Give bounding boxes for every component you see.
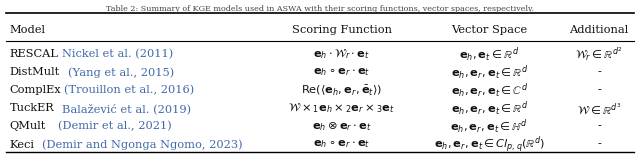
Text: $\mathbf{e}_h, \mathbf{e}_r, \mathbf{e}_t \in Cl_{p,q}(\mathbb{R}^d)$: $\mathbf{e}_h, \mathbf{e}_r, \mathbf{e}_… bbox=[434, 134, 545, 155]
Text: $\mathbf{e}_h, \mathbf{e}_r, \mathbf{e}_t \in \mathbb{R}^d$: $\mathbf{e}_h, \mathbf{e}_r, \mathbf{e}_… bbox=[451, 99, 528, 118]
Text: Nickel et al. (2011): Nickel et al. (2011) bbox=[61, 49, 173, 59]
Text: (Trouillon et al., 2016): (Trouillon et al., 2016) bbox=[64, 85, 195, 96]
Text: Balažević et al. (2019): Balažević et al. (2019) bbox=[61, 103, 191, 114]
Text: $\mathcal{W} \in \mathbb{R}^{d^3}$: $\mathcal{W} \in \mathbb{R}^{d^3}$ bbox=[577, 101, 621, 116]
Text: (Yang et al., 2015): (Yang et al., 2015) bbox=[68, 67, 174, 78]
Text: $\mathcal{W}_r \in \mathbb{R}^{d^2}$: $\mathcal{W}_r \in \mathbb{R}^{d^2}$ bbox=[575, 46, 623, 63]
Text: $\mathbf{e}_h \otimes \mathbf{e}_r \cdot \mathbf{e}_t$: $\mathbf{e}_h \otimes \mathbf{e}_r \cdot… bbox=[312, 120, 372, 133]
Text: Keci: Keci bbox=[10, 139, 35, 149]
Text: (Demir and Ngonga Ngomo, 2023): (Demir and Ngonga Ngomo, 2023) bbox=[42, 139, 243, 150]
Text: -: - bbox=[597, 139, 601, 149]
Text: TuckER: TuckER bbox=[10, 103, 54, 113]
Text: $\mathbf{e}_h \cdot \mathcal{W}_r \cdot \mathbf{e}_t$: $\mathbf{e}_h \cdot \mathcal{W}_r \cdot … bbox=[314, 47, 371, 61]
Text: DistMult: DistMult bbox=[10, 67, 60, 77]
Text: ComplEx: ComplEx bbox=[10, 85, 61, 95]
Text: Scoring Function: Scoring Function bbox=[292, 25, 392, 35]
Text: Table 2: Summary of KGE models used in ASWA with their scoring functions, vector: Table 2: Summary of KGE models used in A… bbox=[106, 5, 534, 13]
Text: -: - bbox=[597, 85, 601, 95]
Text: -: - bbox=[597, 122, 601, 132]
Text: Model: Model bbox=[10, 25, 45, 35]
Text: $\mathbf{e}_h, \mathbf{e}_r, \mathbf{e}_t \in \mathbb{C}^d$: $\mathbf{e}_h, \mathbf{e}_r, \mathbf{e}_… bbox=[451, 81, 528, 100]
Text: $\mathbf{e}_h \circ \mathbf{e}_r \cdot \mathbf{e}_t$: $\mathbf{e}_h \circ \mathbf{e}_r \cdot \… bbox=[313, 66, 371, 78]
Text: Additional: Additional bbox=[570, 25, 628, 35]
Text: QMult: QMult bbox=[10, 122, 46, 132]
Text: $\mathbf{e}_h, \mathbf{e}_r, \mathbf{e}_t \in \mathbb{H}^d$: $\mathbf{e}_h, \mathbf{e}_r, \mathbf{e}_… bbox=[451, 117, 528, 136]
Text: Vector Space: Vector Space bbox=[451, 25, 527, 35]
Text: (Demir et al., 2021): (Demir et al., 2021) bbox=[58, 121, 172, 132]
Text: $\mathrm{Re}(\langle \mathbf{e}_h, \mathbf{e}_r, \bar{\mathbf{e}}_t \rangle)$: $\mathrm{Re}(\langle \mathbf{e}_h, \math… bbox=[301, 83, 383, 97]
Text: -: - bbox=[597, 67, 601, 77]
Text: $\mathbf{e}_h, \mathbf{e}_r, \mathbf{e}_t \in \mathbb{R}^d$: $\mathbf{e}_h, \mathbf{e}_r, \mathbf{e}_… bbox=[451, 63, 528, 82]
Text: $\mathbf{e}_h \circ \mathbf{e}_r \cdot \mathbf{e}_t$: $\mathbf{e}_h \circ \mathbf{e}_r \cdot \… bbox=[313, 139, 371, 150]
Text: RESCAL: RESCAL bbox=[10, 49, 58, 59]
Text: $\mathbf{e}_h, \mathbf{e}_t \in \mathbb{R}^d$: $\mathbf{e}_h, \mathbf{e}_t \in \mathbb{… bbox=[460, 45, 520, 63]
Text: $\mathcal{W} \times_1 \mathbf{e}_h \times_2 \mathbf{e}_r \times_3 \mathbf{e}_t$: $\mathcal{W} \times_1 \mathbf{e}_h \time… bbox=[289, 102, 396, 115]
